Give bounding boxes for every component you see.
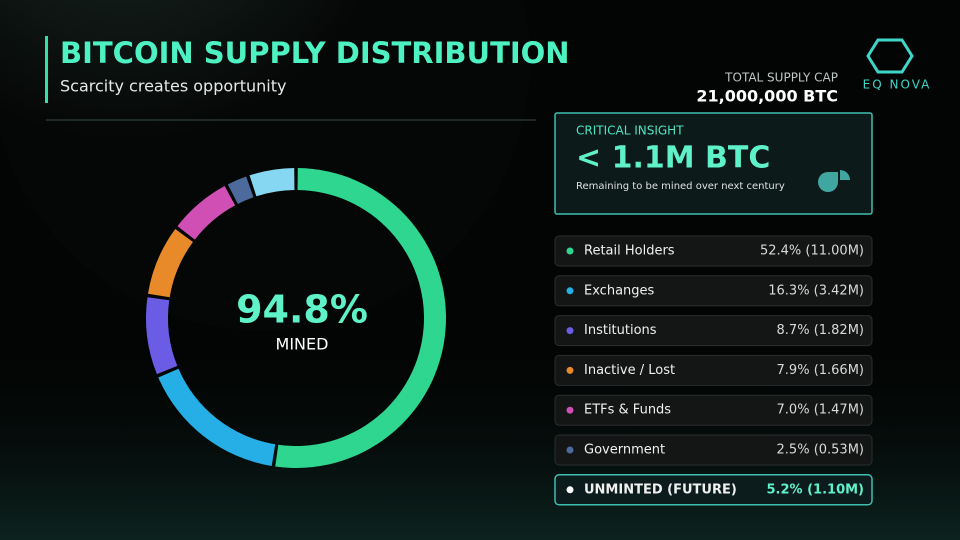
legend-dot bbox=[566, 406, 574, 414]
insight-box bbox=[554, 112, 873, 215]
donut-segment bbox=[146, 297, 178, 375]
legend-dot bbox=[566, 486, 574, 494]
legend-label: Government bbox=[584, 443, 665, 458]
legend-label: ETFs & Funds bbox=[584, 403, 671, 418]
donut-segment bbox=[275, 168, 446, 469]
legend-value: 8.7% (1.82M) bbox=[777, 323, 864, 338]
legend-value: 16.3% (3.42M) bbox=[768, 283, 864, 298]
legend-row bbox=[554, 354, 873, 386]
legend: Retail Holders 52.4% (11.00M) Exchanges 16.… bbox=[554, 235, 873, 506]
legend-dot bbox=[566, 327, 574, 335]
legend-row bbox=[554, 394, 873, 426]
legend-label: Institutions bbox=[584, 323, 657, 338]
donut-segment bbox=[249, 168, 295, 197]
donut-segment bbox=[158, 368, 276, 467]
donut-segment bbox=[177, 186, 236, 240]
supply-cap-label: TOTAL SUPPLY CAP bbox=[724, 71, 838, 85]
insight-note: Remaining to be mined over next century bbox=[576, 181, 785, 192]
insight-value: < 1.1M BTC bbox=[576, 141, 770, 176]
legend-row bbox=[554, 474, 873, 506]
legend-label: Inactive / Lost bbox=[584, 363, 675, 378]
legend-dot bbox=[566, 446, 574, 454]
legend-label: Exchanges bbox=[584, 283, 655, 298]
legend-label: UNMINTED (FUTURE) bbox=[584, 482, 737, 497]
subtitle: Scarcity creates opportunity bbox=[60, 77, 286, 96]
legend-row bbox=[554, 315, 873, 347]
center-value: 94.8% bbox=[236, 288, 368, 332]
legend-value: 5.2% (1.10M) bbox=[767, 482, 864, 497]
background-glow bbox=[0, 0, 530, 330]
legend-dot bbox=[566, 366, 574, 374]
legend-value: 7.0% (1.47M) bbox=[777, 403, 864, 418]
supply-cap-value: 21,000,000 BTC bbox=[696, 87, 838, 106]
title: BITCOIN SUPPLY DISTRIBUTION bbox=[60, 36, 570, 70]
legend-value: 52.4% (11.00M) bbox=[760, 244, 864, 259]
insight-icon bbox=[818, 170, 850, 192]
legend-value: 2.5% (0.53M) bbox=[777, 443, 864, 458]
legend-row bbox=[554, 235, 873, 267]
legend-value: 7.9% (1.66M) bbox=[777, 363, 864, 378]
legend-dot bbox=[566, 287, 574, 295]
legend-row bbox=[554, 434, 873, 466]
legend-row bbox=[554, 275, 873, 307]
logo-text: EQ NOVA bbox=[863, 78, 932, 92]
legend-label: Retail Holders bbox=[584, 244, 675, 259]
donut-segment bbox=[227, 176, 254, 204]
accent-bar bbox=[45, 36, 48, 103]
logo-icon bbox=[866, 38, 914, 74]
center-label: MINED bbox=[276, 335, 329, 354]
insight-label: CRITICAL INSIGHT bbox=[576, 124, 684, 138]
donut-chart bbox=[146, 168, 446, 469]
donut-segment bbox=[147, 229, 193, 298]
legend-dot bbox=[566, 247, 574, 255]
